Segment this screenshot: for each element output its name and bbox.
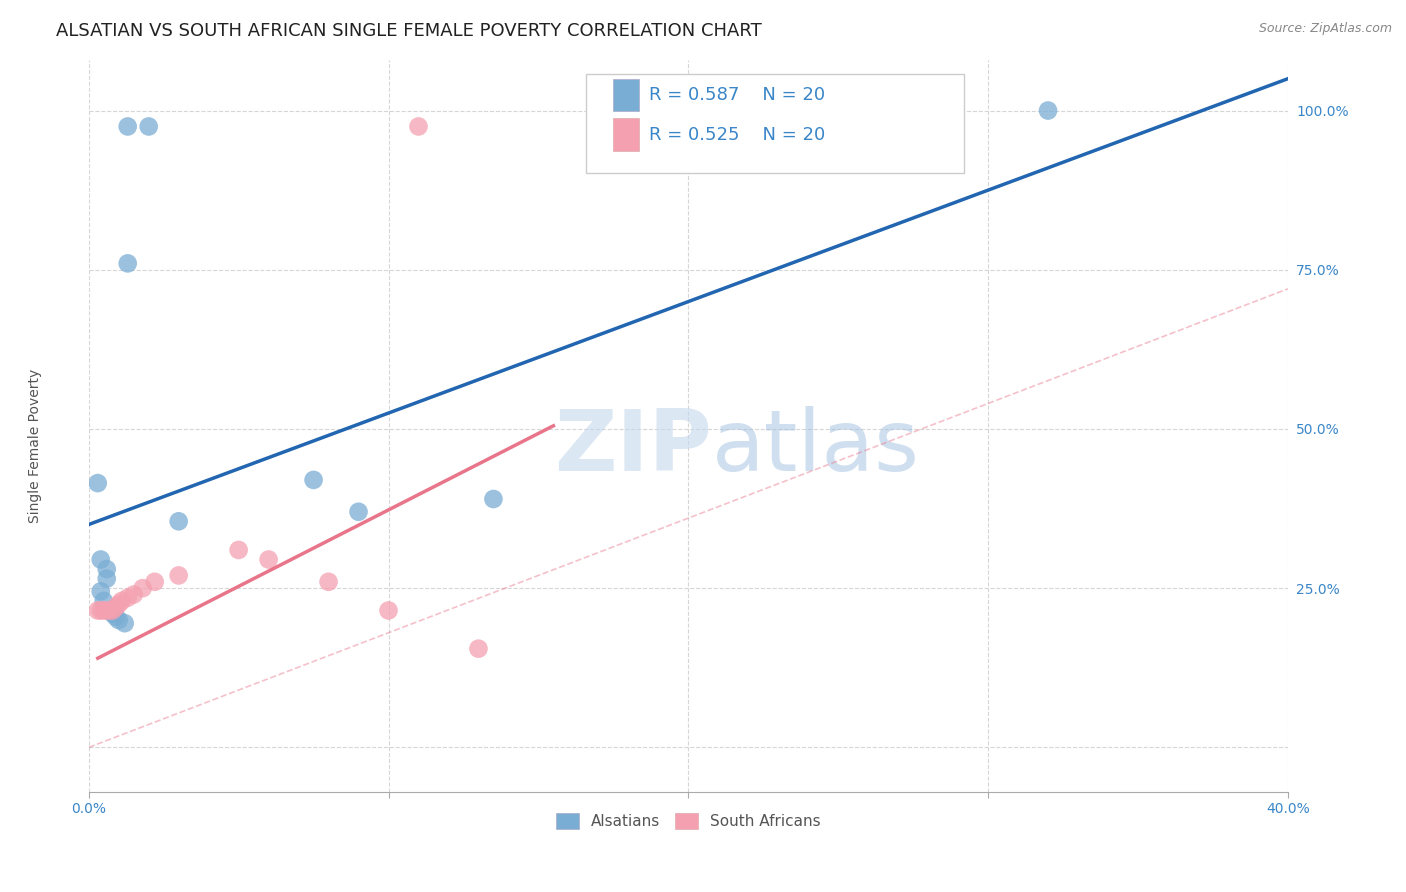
Text: R = 0.587    N = 20: R = 0.587 N = 20 <box>648 86 825 104</box>
FancyBboxPatch shape <box>613 78 640 111</box>
Point <box>117 256 139 270</box>
Point <box>318 574 340 589</box>
Point <box>93 603 115 617</box>
Legend: Alsatians, South Africans: Alsatians, South Africans <box>550 807 827 836</box>
Point <box>90 584 112 599</box>
Point <box>96 562 118 576</box>
Point <box>90 603 112 617</box>
Point <box>111 594 134 608</box>
Point <box>167 514 190 528</box>
Point <box>467 641 489 656</box>
Point <box>104 610 127 624</box>
Point <box>101 603 124 617</box>
Point <box>257 552 280 566</box>
Point <box>347 505 370 519</box>
Text: R = 0.525    N = 20: R = 0.525 N = 20 <box>648 126 825 144</box>
Text: Source: ZipAtlas.com: Source: ZipAtlas.com <box>1258 22 1392 36</box>
Point <box>107 613 129 627</box>
Point <box>87 476 110 491</box>
Text: ALSATIAN VS SOUTH AFRICAN SINGLE FEMALE POVERTY CORRELATION CHART: ALSATIAN VS SOUTH AFRICAN SINGLE FEMALE … <box>56 22 762 40</box>
Point <box>1036 103 1059 118</box>
Point <box>377 603 399 617</box>
Text: ZIP: ZIP <box>554 406 713 489</box>
Point <box>138 120 160 134</box>
Point <box>167 568 190 582</box>
Point <box>101 603 124 617</box>
Point <box>408 120 430 134</box>
Point <box>101 607 124 621</box>
Point <box>228 543 250 558</box>
Point <box>96 572 118 586</box>
Point <box>90 552 112 566</box>
Point <box>482 491 505 506</box>
Point <box>117 120 139 134</box>
Point <box>98 603 121 617</box>
Point <box>143 574 166 589</box>
Point <box>107 597 129 611</box>
Point <box>104 600 127 615</box>
Point <box>114 616 136 631</box>
Point <box>117 591 139 605</box>
Point <box>87 603 110 617</box>
Point <box>131 581 153 595</box>
Text: atlas: atlas <box>713 406 921 489</box>
Point <box>93 594 115 608</box>
Point <box>302 473 325 487</box>
Text: Single Female Poverty: Single Female Poverty <box>28 369 42 523</box>
FancyBboxPatch shape <box>613 119 640 151</box>
Point <box>98 603 121 617</box>
Point <box>122 588 145 602</box>
Point <box>96 603 118 617</box>
FancyBboxPatch shape <box>586 74 965 173</box>
